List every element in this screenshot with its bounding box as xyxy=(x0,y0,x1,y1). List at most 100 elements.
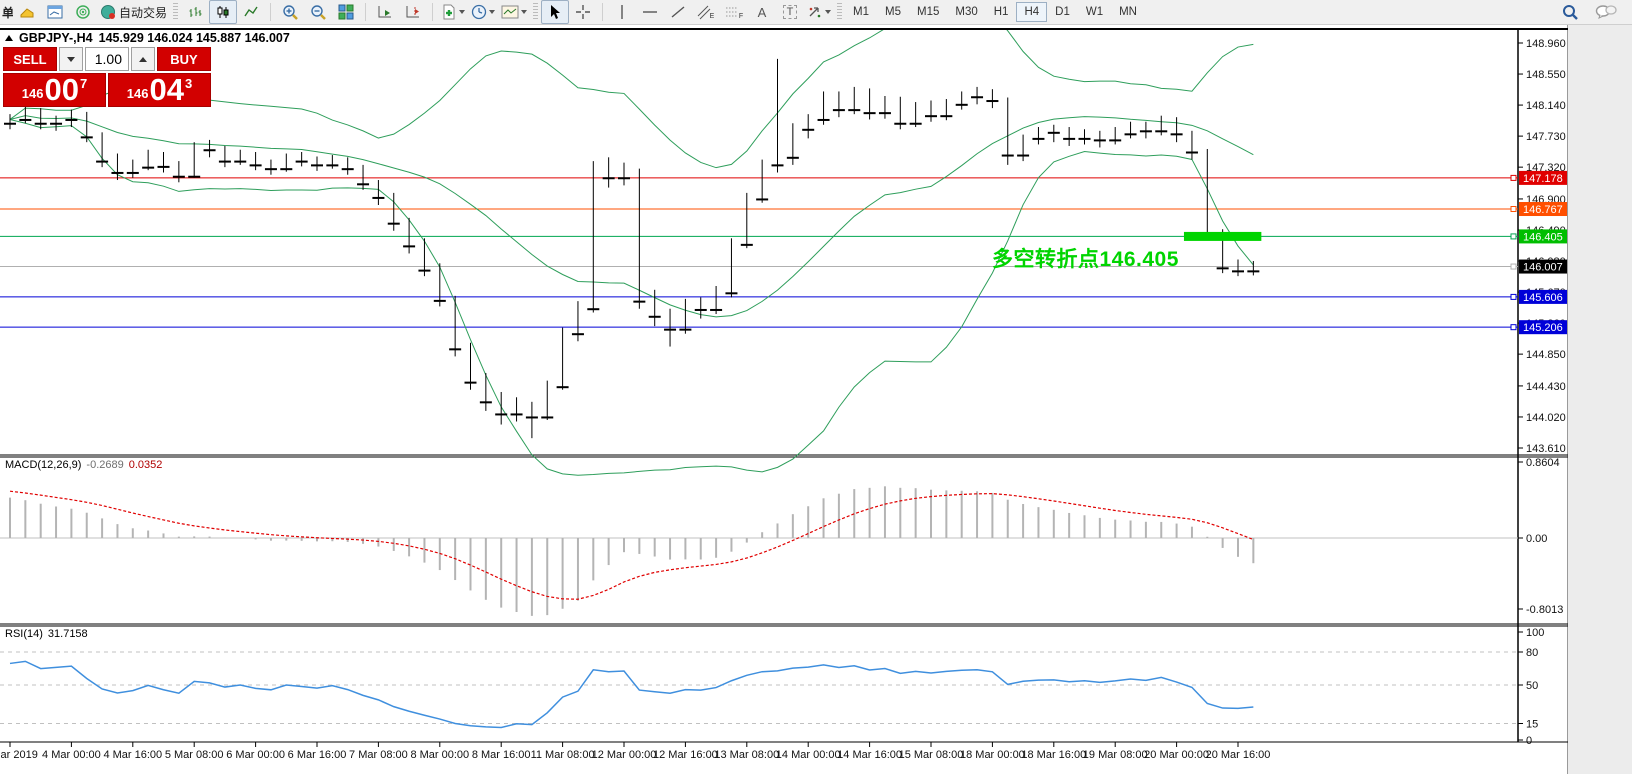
macd-histogram xyxy=(9,486,1255,616)
buy-price-big: 04 xyxy=(149,72,184,107)
crosshair-tool-icon[interactable] xyxy=(569,0,597,24)
one-click-trading-panel: SELL BUY 146 00 7 146 04 3 xyxy=(3,47,211,107)
workspace-background xyxy=(1569,25,1632,774)
svg-text:19 Mar 08:00: 19 Mar 08:00 xyxy=(1083,749,1148,760)
toolbar-grip xyxy=(837,3,843,21)
timeframe-m5-button[interactable]: M5 xyxy=(877,2,909,22)
chart-window: 148.960 148.550 148.140 147.730 147.320 146.9… xyxy=(0,25,1568,774)
price-axis: 148.960148.550148.140147.730147.320146.9… xyxy=(1518,38,1566,455)
zoom-out-icon[interactable] xyxy=(304,0,332,24)
sell-price-box[interactable]: 146 00 7 xyxy=(3,73,106,107)
svg-text:148.960: 148.960 xyxy=(1526,38,1566,50)
bollinger-bands xyxy=(9,30,1254,476)
zoom-in-icon[interactable] xyxy=(276,0,304,24)
text-label-tool-icon[interactable]: T xyxy=(776,0,804,24)
buy-price-box[interactable]: 146 04 3 xyxy=(108,73,211,107)
macd-signal-line xyxy=(9,490,1254,600)
chart-shift-icon[interactable] xyxy=(399,0,427,24)
horizontal-level-lines xyxy=(0,177,1518,328)
chart-canvas[interactable]: 148.960148.550148.140147.730147.320146.9… xyxy=(0,28,1568,760)
terminal-window-icon[interactable] xyxy=(41,0,69,24)
svg-text:14 Mar 00:00: 14 Mar 00:00 xyxy=(776,749,841,760)
new-order-button[interactable]: 单 xyxy=(2,5,13,20)
svg-text:148.550: 148.550 xyxy=(1526,69,1566,81)
candlestick-mode-icon[interactable] xyxy=(209,0,238,24)
periods-button[interactable] xyxy=(468,0,498,24)
templates-button[interactable] xyxy=(498,0,530,24)
timeframe-w1-button[interactable]: W1 xyxy=(1078,2,1111,22)
horizontal-line-tool-icon[interactable] xyxy=(636,0,664,24)
svg-text:14 Mar 16:00: 14 Mar 16:00 xyxy=(837,749,902,760)
timeframe-h4-button[interactable]: H4 xyxy=(1016,2,1048,22)
buy-button[interactable]: BUY xyxy=(157,47,211,71)
sell-price-main: 146 xyxy=(21,86,44,101)
buy-price-main: 146 xyxy=(126,86,149,101)
svg-text:13 Mar 08:00: 13 Mar 08:00 xyxy=(714,749,779,760)
svg-text:6 Mar 00:00: 6 Mar 00:00 xyxy=(226,749,285,760)
cursor-tool-icon[interactable] xyxy=(541,0,570,24)
market-watch-icon[interactable] xyxy=(13,0,41,24)
volume-decrease-button[interactable] xyxy=(59,47,83,71)
one-click-collapse-icon[interactable] xyxy=(5,35,13,41)
timeframe-m1-button[interactable]: M1 xyxy=(845,2,877,22)
turning-point-highlight xyxy=(1183,231,1262,241)
timeframe-m30-button[interactable]: M30 xyxy=(947,2,985,22)
rsi-line xyxy=(9,660,1254,729)
candles xyxy=(4,58,1260,439)
text-tool-icon[interactable]: A xyxy=(757,4,767,20)
vertical-line-tool-icon[interactable] xyxy=(608,0,636,24)
sell-price-pip: 7 xyxy=(79,76,88,91)
svg-text:0.00: 0.00 xyxy=(1526,533,1547,545)
timeframe-d1-button[interactable]: D1 xyxy=(1047,2,1078,22)
new-chart-dropdown-icon[interactable] xyxy=(459,10,466,14)
svg-text:18 Mar 00:00: 18 Mar 00:00 xyxy=(960,749,1025,760)
fibo-sub-label: F xyxy=(738,12,744,20)
periods-dropdown-icon[interactable] xyxy=(489,10,496,14)
svg-text:-0.8013: -0.8013 xyxy=(1526,604,1563,616)
arrows-dropdown-icon[interactable] xyxy=(825,10,832,14)
autotrading-label: 自动交易 xyxy=(119,5,168,20)
timeframe-m15-button[interactable]: M15 xyxy=(909,2,947,22)
timeframe-h1-button[interactable]: H1 xyxy=(986,2,1017,22)
svg-text:143.610: 143.610 xyxy=(1526,443,1566,455)
strategy-tester-icon[interactable] xyxy=(69,0,97,24)
svg-text:146.007: 146.007 xyxy=(1523,262,1563,274)
line-chart-mode-icon[interactable] xyxy=(237,0,265,24)
svg-text:0.8604: 0.8604 xyxy=(1526,457,1560,469)
fibonacci-tool-icon[interactable]: F xyxy=(720,0,748,24)
svg-text:7 Mar 08:00: 7 Mar 08:00 xyxy=(349,749,408,760)
equidistant-channel-tool-icon[interactable]: E xyxy=(692,0,720,24)
timeframe-mn-button[interactable]: MN xyxy=(1111,2,1145,22)
rsi-indicator-label: RSI(14) 31.7158 xyxy=(5,628,88,640)
autotrading-button[interactable]: 自动交易 xyxy=(97,0,170,24)
auto-scroll-icon[interactable] xyxy=(371,0,399,24)
macd-signal-value: 0.0352 xyxy=(128,459,163,471)
svg-text:12 Mar 16:00: 12 Mar 16:00 xyxy=(653,749,718,760)
arrow-down-icon xyxy=(67,56,75,62)
svg-text:144.430: 144.430 xyxy=(1526,381,1566,393)
svg-text:18 Mar 16:00: 18 Mar 16:00 xyxy=(1021,749,1086,760)
sell-button[interactable]: SELL xyxy=(3,47,57,71)
bar-chart-mode-icon[interactable] xyxy=(181,0,209,24)
chat-icon[interactable] xyxy=(1592,0,1620,24)
toolbar-grip xyxy=(533,3,539,21)
rsi-value: 31.7158 xyxy=(47,628,88,640)
svg-text:4 Mar 00:00: 4 Mar 00:00 xyxy=(42,749,101,760)
svg-text:4 Mar 16:00: 4 Mar 16:00 xyxy=(103,749,162,760)
svg-text:20 Mar 16:00: 20 Mar 16:00 xyxy=(1206,749,1271,760)
svg-text:145.206: 145.206 xyxy=(1523,322,1563,334)
svg-text:8 Mar 00:00: 8 Mar 00:00 xyxy=(410,749,469,760)
arrows-tool-icon[interactable] xyxy=(804,0,834,24)
trendline-tool-icon[interactable] xyxy=(664,0,692,24)
new-chart-button[interactable] xyxy=(438,0,468,24)
search-icon[interactable] xyxy=(1556,0,1584,24)
volume-increase-button[interactable] xyxy=(131,47,155,71)
volume-input[interactable] xyxy=(85,47,129,71)
templates-dropdown-icon[interactable] xyxy=(521,10,528,14)
svg-text:12 Mar 00:00: 12 Mar 00:00 xyxy=(592,749,657,760)
sell-price-big: 00 xyxy=(44,72,79,107)
svg-text:146.405: 146.405 xyxy=(1523,231,1563,243)
svg-text:144.850: 144.850 xyxy=(1526,349,1566,361)
svg-text:5 Mar 08:00: 5 Mar 08:00 xyxy=(165,749,224,760)
tile-windows-icon[interactable] xyxy=(332,0,360,24)
